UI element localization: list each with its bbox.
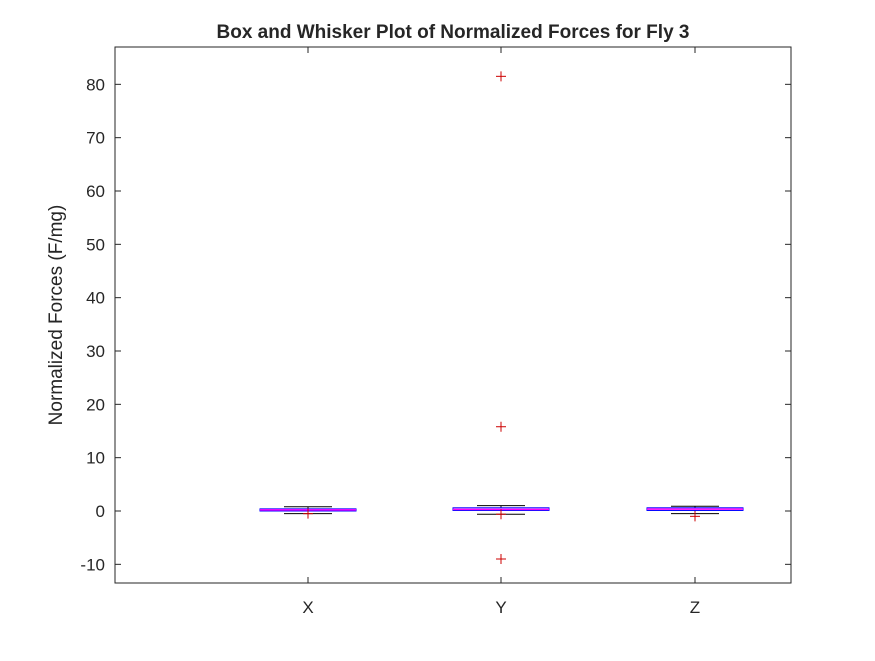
outlier-marker [496, 421, 506, 432]
x-axis-ticks: X Y Z [302, 47, 700, 617]
y-axis-ticks: -10 0 10 20 30 40 50 60 70 80 [80, 75, 791, 574]
plot-area [114, 46, 792, 584]
outlier-marker [496, 554, 506, 564]
y-tick-label: 20 [86, 395, 105, 414]
y-tick-label: 60 [86, 182, 105, 201]
y-tick-label: 50 [86, 235, 105, 254]
x-tick-label: Y [495, 598, 506, 617]
y-tick-label: 30 [86, 342, 105, 361]
chart-title: Box and Whisker Plot of Normalized Force… [217, 22, 690, 43]
boxes-group [259, 71, 744, 564]
outlier-marker [303, 508, 313, 519]
y-tick-label: 40 [86, 289, 105, 308]
y-tick-label: 70 [86, 129, 105, 148]
y-tick-label: 80 [86, 75, 105, 94]
box-z [646, 505, 744, 522]
y-tick-label: 10 [86, 449, 105, 468]
box-y [452, 71, 550, 564]
outlier-marker [496, 509, 506, 520]
y-tick-label: -10 [80, 555, 105, 574]
outlier-marker [690, 511, 700, 522]
box-x [259, 506, 357, 519]
x-tick-label: Z [690, 598, 700, 617]
x-tick-label: X [302, 598, 313, 617]
y-tick-label: 0 [96, 502, 105, 521]
y-axis-label: Normalized Forces (F/mg) [46, 205, 67, 426]
outlier-marker [496, 71, 506, 82]
